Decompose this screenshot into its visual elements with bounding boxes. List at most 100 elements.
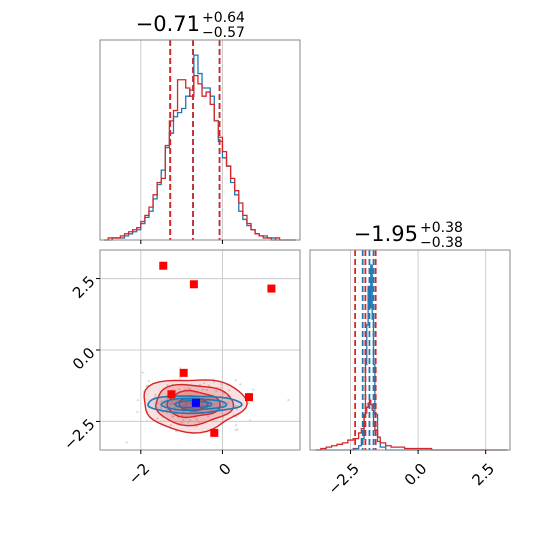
scatter-point [206,396,209,400]
scatter-point [236,428,239,431]
scatter-point [164,403,167,406]
hist-red-series [315,399,508,451]
scatter-point [188,419,192,422]
scatter-point [203,382,206,385]
scatter-point [159,406,163,409]
scatter-point [248,419,251,422]
scatter-point [195,418,198,421]
scatter-point [227,401,230,404]
scatter-point [145,419,149,422]
red-marker [167,390,176,399]
title-bottom-right: −1.95 +0.38 −0.38 [354,220,463,251]
scatter-point [199,401,203,405]
title-bottom-right-lower: −0.38 [420,235,463,251]
scatter-point [154,393,157,396]
title-bottom-right-median: −1.95 [354,222,418,246]
blue-marker [191,398,200,407]
scatter-point [222,416,225,419]
scatter-point [180,414,183,417]
scatter-point [287,398,290,402]
scatter-point [198,410,202,413]
scatter-point [198,383,201,386]
red-marker [179,368,188,377]
scatter-point [170,415,174,418]
scatter-point [197,420,200,424]
scatter-point [178,376,181,379]
scatter-point [165,398,168,401]
scatter-point [201,388,204,391]
x-tick-label: −2.5 [324,460,362,498]
x-tick-label: 2.5 [468,460,498,490]
scatter-point [215,390,218,393]
hist-blue-series [104,54,296,241]
title-bottom-right-upper: +0.38 [420,220,463,236]
scatter-point [235,404,238,408]
scatter-point [219,386,222,389]
scatter-point [239,383,242,386]
scatter-point [195,425,198,428]
y-tick-label: 2.5 [69,272,99,302]
red-marker [159,261,168,270]
panel-bottom-left-scatter: −2 0 2.5 0.0 −2.5 [60,249,301,488]
title-top-left-upper: +0.64 [202,10,245,26]
title-top-left: −0.71 +0.64 −0.57 [136,10,245,41]
scatter-point [182,418,185,421]
axes-frame [99,39,301,241]
scatter-point [198,420,201,424]
scatter-point [235,408,239,411]
scatter-point [182,420,185,423]
scatter-point [189,388,192,391]
scatter-point [180,421,183,424]
x-tick-label: 0.0 [401,460,431,490]
red-marker [189,280,198,289]
scatter-point [228,389,231,392]
scatter-point [125,441,128,444]
scatter-point [247,401,250,405]
panel-top-left-histogram [99,39,301,244]
scatter-point [169,412,172,415]
scatter-point [168,403,172,406]
scatter-point [166,408,169,411]
scatter-point [186,420,190,423]
scatter-point [166,384,169,387]
scatter-point [184,404,187,407]
x-tick-label: 0 [215,460,234,479]
title-top-left-lower: −0.57 [202,25,245,41]
red-marker [267,284,276,293]
scatter-point [169,424,172,427]
scatter-point [234,424,238,427]
scatter-point [178,388,181,391]
scatter-point [136,399,140,402]
title-top-left-median: −0.71 [136,12,200,36]
scatter-point [145,384,149,387]
scatter-point [160,400,163,403]
x-tick-label: −2 [125,460,153,488]
scatter-point [173,399,176,402]
scatter-point [235,415,238,418]
scatter-point [234,428,237,432]
red-marker [244,393,253,402]
scatter-point [212,380,216,384]
hist-blue-series [315,264,508,451]
scatter-point [207,415,210,418]
scatter-point [207,384,210,387]
scatter-point [147,380,150,383]
scatter-point [220,383,223,386]
red-marker [210,428,219,437]
panel-bottom-right-histogram: −2.5 0.0 2.5 [309,249,511,498]
scatter-point [221,402,224,406]
hist-red-series [104,74,296,241]
y-tick-label: −2.5 [60,415,98,453]
scatter-point [156,417,159,420]
scatter-point [136,410,139,414]
scatter-point [187,387,190,390]
axes-frame [309,249,511,451]
scatter-point [234,379,237,382]
y-tick-label: 0.0 [69,344,99,374]
scatter-point [170,401,173,404]
scatter-point [141,371,144,374]
scatter-point [184,388,187,391]
scatter-point [252,388,255,391]
scatter-point [205,389,208,392]
